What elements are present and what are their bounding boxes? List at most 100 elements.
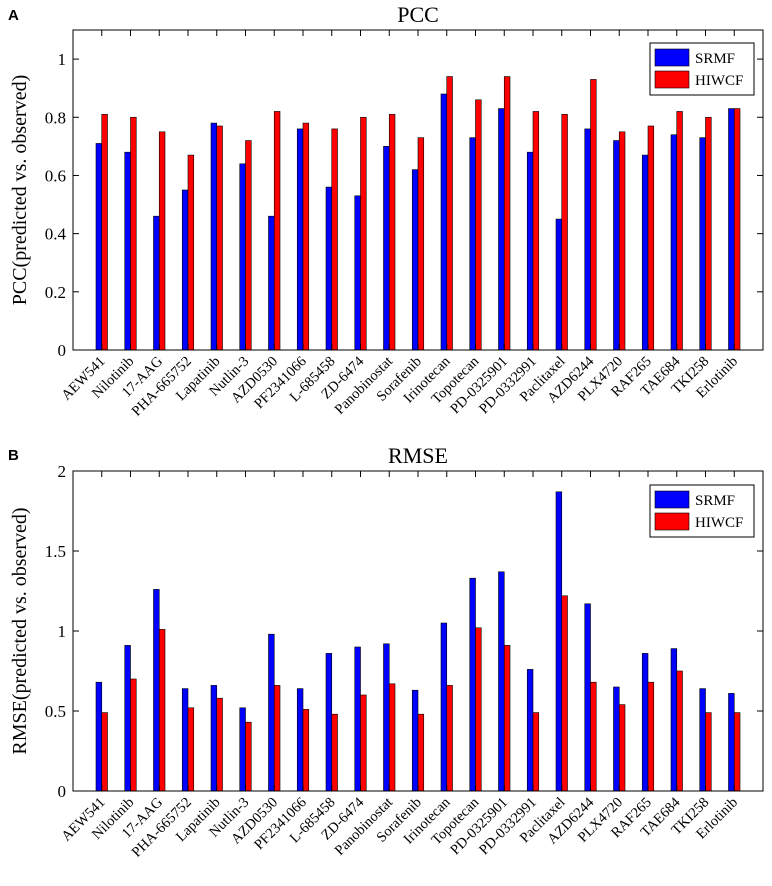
legend-swatch-hiwcf — [654, 70, 690, 89]
bar-hiwcf-paclitaxel — [561, 595, 568, 792]
bar-srmf-azd0530 — [268, 633, 275, 792]
bar-hiwcf-erlotinib — [733, 712, 741, 792]
bar-srmf-irinotecan — [440, 93, 448, 351]
bar-hiwcf-zd-6474 — [360, 116, 367, 351]
bar-hiwcf-topotecan — [475, 627, 482, 792]
bar-hiwcf-17-aag — [158, 629, 166, 792]
bar-hiwcf-pha-665752 — [187, 154, 195, 351]
bar-srmf-l-685458 — [325, 653, 333, 792]
bar-srmf-paclitaxel — [555, 491, 563, 792]
bar-srmf-pha-665752 — [181, 189, 189, 351]
bar-hiwcf-raf265 — [647, 125, 655, 351]
bar-hiwcf-panobinostat — [388, 114, 396, 351]
bar-srmf-tki258 — [699, 137, 706, 351]
bar-hiwcf-l-685458 — [331, 128, 338, 351]
bar-srmf-pha-665752 — [181, 688, 189, 792]
bar-srmf-zd-6474 — [354, 646, 361, 792]
bar-hiwcf-azd6244 — [590, 79, 597, 351]
bar-hiwcf-sorafenib — [417, 137, 425, 351]
y-tick-label: 1 — [58, 50, 67, 69]
bar-srmf-plx4720 — [613, 686, 620, 792]
bar-hiwcf-panobinostat — [388, 683, 396, 792]
bar-srmf-pf2341066 — [296, 128, 304, 351]
bar-hiwcf-l-685458 — [331, 713, 338, 792]
bar-hiwcf-pd-0325901 — [503, 76, 511, 351]
bar-srmf-aew541 — [95, 681, 103, 792]
bar-hiwcf-17-aag — [158, 131, 166, 351]
bar-hiwcf-pf2341066 — [302, 709, 310, 792]
y-tick-label: 0 — [58, 341, 67, 360]
pcc-chart: PCC PCC(predicted vs. observed) 0 0.2 0.4 0.6… — [9, 2, 764, 420]
bar-srmf-zd-6474 — [354, 195, 361, 351]
bar-hiwcf-pd-0332991 — [532, 712, 540, 792]
bar-srmf-nutlin-3 — [239, 707, 246, 792]
bar-hiwcf-azd0530 — [273, 685, 281, 792]
y-tick-label: 0.4 — [45, 225, 67, 244]
y-tick-label: 0.6 — [45, 166, 66, 185]
bar-srmf-azd6244 — [584, 603, 591, 792]
bar-hiwcf-nutlin-3 — [245, 140, 252, 351]
bar-srmf-nilotinib — [124, 645, 131, 792]
y-tick-label: 0 — [58, 782, 67, 801]
bar-srmf-aew541 — [95, 143, 103, 351]
bar-srmf-tae684 — [670, 134, 678, 351]
bar-srmf-raf265 — [641, 154, 649, 351]
y-tick-label: 0.2 — [45, 283, 66, 302]
panel-letter-a: A — [8, 7, 19, 24]
bar-hiwcf-nilotinib — [130, 116, 137, 351]
bar-hiwcf-tae684 — [676, 111, 683, 351]
legend-swatch-srmf — [654, 48, 690, 67]
legend-swatch-hiwcf — [654, 512, 690, 531]
bar-srmf-lapatinib — [210, 122, 218, 351]
bar-srmf-pf2341066 — [296, 688, 304, 792]
bar-hiwcf-nilotinib — [130, 678, 137, 792]
bar-srmf-lapatinib — [210, 685, 218, 792]
bar-srmf-plx4720 — [613, 140, 620, 351]
bar-srmf-panobinostat — [383, 146, 390, 351]
bar-srmf-tae684 — [670, 648, 678, 792]
bar-srmf-pd-0325901 — [498, 571, 505, 792]
bar-srmf-sorafenib — [411, 689, 419, 792]
bar-srmf-paclitaxel — [555, 218, 563, 351]
rmse-chart: RMSE RMSE(predicted vs. observed) 0 0.5 1 1.5… — [9, 443, 764, 861]
y-tick-label: 1 — [58, 622, 67, 641]
bar-hiwcf-pha-665752 — [187, 707, 195, 792]
bar-hiwcf-tae684 — [676, 670, 683, 792]
bar-hiwcf-nutlin-3 — [245, 721, 252, 792]
y-tick-label: 2 — [58, 462, 67, 481]
y-axis-label: PCC(predicted vs. observed) — [9, 75, 31, 306]
bar-srmf-nilotinib — [124, 151, 131, 351]
bar-hiwcf-azd6244 — [590, 681, 597, 792]
bar-hiwcf-plx4720 — [618, 704, 626, 792]
bar-hiwcf-aew541 — [101, 712, 108, 792]
bar-srmf-azd0530 — [268, 215, 275, 351]
bar-srmf-topotecan — [469, 137, 476, 351]
bar-srmf-17-aag — [153, 215, 160, 351]
y-tick-label: 0.5 — [45, 702, 66, 721]
legend-label-hiwcf: HIWCF — [695, 73, 743, 89]
bar-srmf-pd-0332991 — [526, 669, 534, 792]
bar-srmf-pd-0332991 — [526, 151, 534, 351]
bar-hiwcf-zd-6474 — [360, 694, 367, 792]
bar-srmf-17-aag — [153, 589, 160, 792]
bar-srmf-tki258 — [699, 688, 706, 792]
bar-hiwcf-pd-0325901 — [503, 645, 511, 792]
bar-srmf-nutlin-3 — [239, 163, 246, 351]
legend-swatch-srmf — [654, 490, 690, 509]
bar-srmf-l-685458 — [325, 186, 333, 351]
bar-hiwcf-paclitaxel — [561, 114, 568, 351]
bar-hiwcf-tki258 — [705, 712, 712, 792]
bar-srmf-topotecan — [469, 577, 476, 792]
legend: SRMF HIWCF — [649, 484, 755, 538]
y-axis-label: RMSE(predicted vs. observed) — [9, 507, 31, 754]
chart-title: PCC — [397, 2, 439, 27]
bar-hiwcf-irinotecan — [446, 76, 453, 351]
bar-hiwcf-irinotecan — [446, 685, 453, 792]
legend-label-srmf: SRMF — [695, 493, 735, 509]
bar-srmf-pd-0325901 — [498, 108, 505, 351]
bar-srmf-sorafenib — [411, 169, 419, 351]
legend-label-srmf: SRMF — [695, 51, 735, 67]
legend-label-hiwcf: HIWCF — [695, 515, 743, 531]
bar-hiwcf-erlotinib — [733, 108, 741, 351]
